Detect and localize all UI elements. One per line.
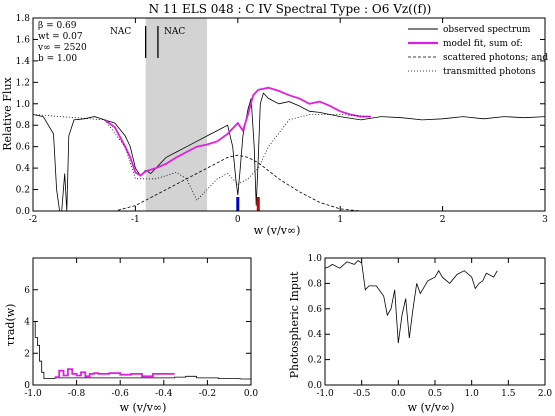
tau-x-tick-label-2: -0.6 — [112, 389, 130, 399]
main-y-axis-label: Relative Flux — [1, 76, 14, 150]
param-b: b = 1.00 — [38, 54, 77, 64]
main-axes-frame — [32, 17, 546, 212]
param-vinf: v∞ = 2520 — [37, 43, 87, 53]
legend-label-observed: observed spectrum — [443, 25, 531, 35]
main-x-tick-label-1: -1 — [131, 215, 140, 225]
main-x-tick-label-2: 0 — [235, 215, 241, 225]
photospheric-x-tick-label-5: 1.5 — [501, 389, 516, 399]
tau-axes-frame — [32, 257, 252, 386]
photospheric-x-tick-label-1: -0.5 — [353, 389, 371, 399]
photospheric-y-tick-label-3: 0.6 — [308, 305, 323, 315]
main-y-tick-label-3: 0.6 — [16, 143, 31, 153]
photospheric-x-tick-label-6: 2.0 — [538, 389, 553, 399]
nac-label-right: NAC — [164, 27, 185, 37]
main-x-tick-label-4: 2 — [440, 215, 446, 225]
legend: observed spectrum model fit, sum of: sca… — [408, 25, 548, 77]
main-x-axis-label: w (v/v∞) — [254, 224, 301, 237]
photospheric-series-0 — [324, 259, 498, 344]
main-x-tick-label-3: 1 — [337, 215, 343, 225]
photospheric-x-tick-label-3: 0.5 — [428, 389, 443, 399]
tau-y-tick-label-0: 0 — [24, 381, 30, 391]
photospheric-y-tick-label-2: 0.4 — [308, 330, 323, 340]
param-wt: wt = 0.07 — [38, 32, 83, 42]
legend-label-transmitted: transmitted photons — [443, 67, 536, 77]
main-series-2 — [33, 154, 361, 212]
tau-y-tick-label-3: 6 — [24, 286, 30, 296]
main-y-tick-label-2: 0.4 — [16, 164, 31, 174]
photospheric-y-tick-label-0: 0.0 — [308, 381, 323, 391]
tau-y-tick-label-1: 2 — [24, 349, 30, 359]
parameter-box: β = 0.69 wt = 0.07 v∞ = 2520 b = 1.00 — [37, 21, 87, 64]
main-series-0 — [32, 92, 546, 212]
tau-x-tick-label-1: -0.8 — [68, 389, 86, 399]
main-y-tick-label-8: 1.6 — [16, 35, 31, 45]
main-y-tick-label-4: 0.8 — [16, 121, 31, 131]
nac-label-left: NAC — [110, 27, 131, 37]
photospheric-x-tick-label-4: 1.0 — [465, 389, 480, 399]
photospheric-y-axis-label: Photospheric Input — [288, 271, 301, 378]
tau-x-tick-label-4: -0.2 — [199, 389, 216, 399]
photospheric-x-tick-label-0: -1.0 — [316, 389, 334, 399]
main-plot-area: -2 -1 0 1 2 3 0.0 0.2 0.4 0.6 0.8 1.0 1.2 1.4 1.6 1.8 — [16, 14, 548, 225]
tau-series-1 — [54, 368, 175, 379]
tau-series-0 — [33, 321, 251, 380]
legend-label-model: model fit, sum of: — [443, 39, 523, 49]
tau-x-tick-label-5: 0.0 — [244, 389, 259, 399]
photospheric-y-tick-label-4: 0.8 — [308, 279, 323, 289]
main-chart-title: N 11 ELS 048 : C IV Spectral Type : O6 V… — [149, 2, 432, 16]
main-y-tick-label-1: 0.2 — [16, 186, 30, 196]
legend-label-scattered: scattered photons; and — [443, 53, 548, 63]
photospheric-x-axis-label: w (v/v∞) — [408, 401, 455, 414]
main-y-tick-label-6: 1.2 — [16, 78, 30, 88]
photospheric-chart: -1.0 -0.5 0.0 0.5 1.0 1.5 2.0 0.0 0.2 0.4 0.6 0.8 1.… — [288, 254, 552, 414]
main-x-tick-label-0: -2 — [29, 215, 38, 225]
param-beta: β = 0.69 — [38, 21, 77, 31]
photospheric-y-tick-label-1: 0.2 — [308, 356, 322, 366]
main-x-tick-label-5: 3 — [542, 215, 548, 225]
photospheric-y-tick-label-5: 1.0 — [308, 254, 323, 264]
photospheric-plot-area: -1.0 -0.5 0.0 0.5 1.0 1.5 2.0 0.0 0.2 0.4 0.6 0.8 1.… — [308, 254, 553, 399]
main-series-1 — [104, 86, 371, 177]
main-series-3 — [32, 114, 371, 201]
tau-x-axis-label: w (v/v∞) — [120, 401, 167, 414]
tau-plot-area: -1.0 -0.8 -0.6 -0.4 -0.2 0.0 0 2 4 6 — [24, 257, 259, 399]
main-y-tick-label-7: 1.4 — [16, 57, 31, 67]
tau-y-axis-label: τrad(w) — [4, 304, 17, 347]
main-chart: N 11 ELS 048 : C IV Spectral Type : O6 V… — [1, 2, 548, 237]
main-y-tick-label-0: 0.0 — [16, 207, 31, 217]
main-y-tick-label-5: 1.0 — [16, 100, 31, 110]
main-y-tick-label-9: 1.8 — [16, 14, 31, 24]
tau-y-tick-label-2: 4 — [24, 318, 30, 328]
photospheric-x-tick-label-2: 0.0 — [391, 389, 406, 399]
main-shaded-region — [145, 18, 208, 211]
tau-x-tick-label-0: -1.0 — [24, 389, 42, 399]
tau-chart: -1.0 -0.8 -0.6 -0.4 -0.2 0.0 0 2 4 6 w (v/v∞) τra… — [4, 257, 259, 414]
tau-x-tick-label-3: -0.4 — [155, 389, 173, 399]
